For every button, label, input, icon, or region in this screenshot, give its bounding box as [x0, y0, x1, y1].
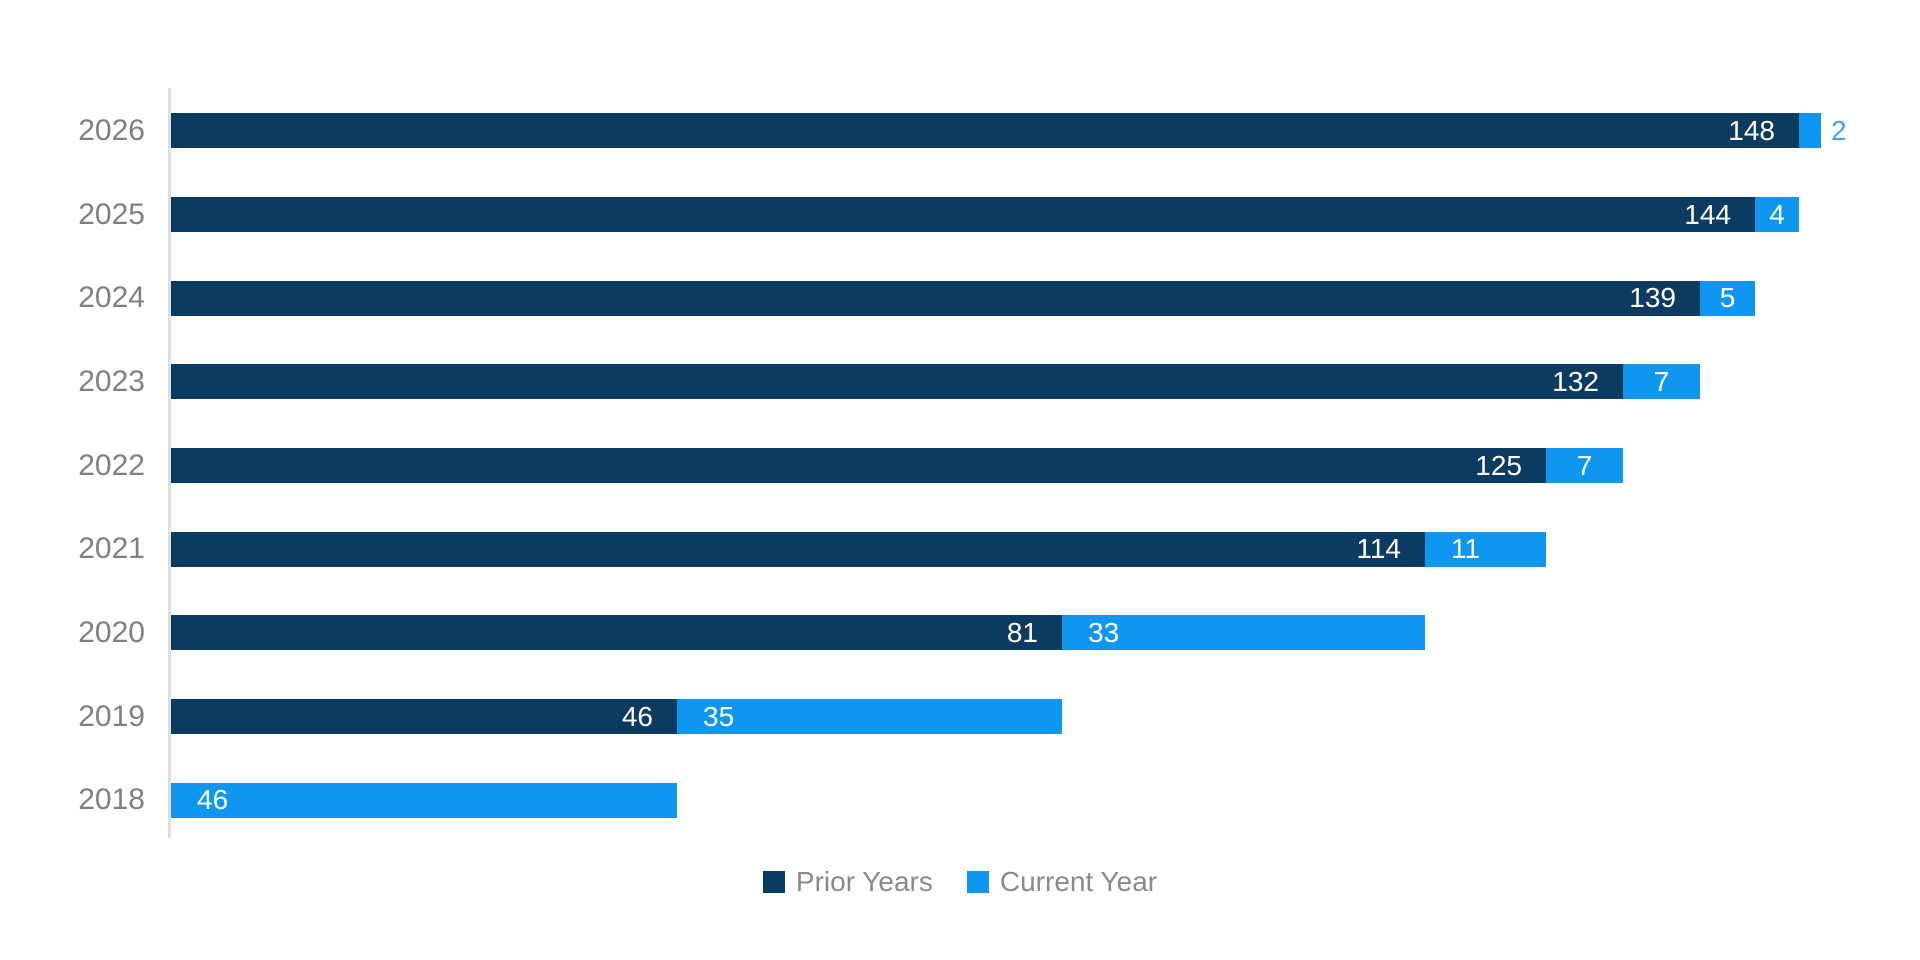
- prior-years-segment[interactable]: 132: [171, 364, 1623, 400]
- prior-years-value-label: 114: [1356, 533, 1401, 565]
- category-label: 2026: [78, 113, 145, 147]
- current-year-value-label-outside: 2: [1831, 114, 1847, 146]
- category-label: 2022: [78, 448, 145, 482]
- current-year-value-label: 7: [1653, 365, 1670, 397]
- prior-years-value-label: 125: [1475, 449, 1522, 481]
- bar-row: 2021 114 11: [0, 507, 1920, 591]
- current-year-value-label: 46: [197, 784, 229, 816]
- bar-track: 46: [171, 782, 1920, 818]
- bar-track: 125 7: [171, 448, 1920, 484]
- bar-track: 148 2: [171, 113, 1920, 149]
- prior-years-segment[interactable]: 125: [171, 448, 1546, 484]
- prior-years-value-label: 46: [621, 700, 653, 732]
- current-year-segment[interactable]: [1799, 113, 1821, 149]
- category-label: 2020: [78, 615, 145, 649]
- bar-track: 139 5: [171, 280, 1920, 316]
- bar-row: 2020 81 33: [0, 591, 1920, 675]
- current-year-segment[interactable]: 33: [1062, 615, 1425, 651]
- category-label: 2021: [78, 532, 145, 566]
- current-year-segment[interactable]: 7: [1623, 364, 1700, 400]
- prior-years-segment[interactable]: 144: [171, 197, 1755, 233]
- prior-years-value-label: 139: [1629, 282, 1676, 314]
- legend-item-current-year[interactable]: Current Year: [966, 866, 1158, 898]
- current-year-segment[interactable]: 46: [171, 782, 677, 818]
- category-label: 2025: [78, 197, 145, 231]
- current-year-segment[interactable]: 7: [1546, 448, 1623, 484]
- category-label: 2023: [78, 364, 145, 398]
- current-year-segment[interactable]: 5: [1700, 280, 1755, 316]
- prior-years-segment[interactable]: 114: [171, 531, 1425, 567]
- current-year-value-label: 4: [1769, 198, 1785, 230]
- prior-years-value-label: 81: [1006, 616, 1038, 648]
- prior-years-value-label: 148: [1728, 114, 1775, 146]
- bar-row: 2024 139 5: [0, 256, 1920, 340]
- category-label: 2024: [78, 281, 145, 315]
- legend: Prior Years Current Year: [0, 866, 1920, 898]
- bar-track: 144 4: [171, 197, 1920, 233]
- current-year-segment[interactable]: 11: [1425, 531, 1546, 567]
- current-year-value-label: 35: [703, 700, 735, 732]
- y-axis-line: [168, 88, 171, 838]
- prior-years-legend-label: Prior Years: [795, 866, 933, 897]
- legend-item-prior-years[interactable]: Prior Years: [762, 866, 933, 898]
- current-year-segment[interactable]: 35: [677, 699, 1062, 735]
- current-year-value-label: 7: [1576, 449, 1593, 481]
- bar-track: 132 7: [171, 364, 1920, 400]
- bar-track: 81 33: [171, 615, 1920, 651]
- bar-track: 46 35: [171, 699, 1920, 735]
- bar-row: 2018 46: [0, 759, 1920, 843]
- bar-rows: 2026 148 2 2025 144 4 2024 139 5 2023 132 7 2022 125 7…: [0, 89, 1920, 842]
- prior-years-value-label: 132: [1552, 365, 1599, 397]
- bar-row: 2026 148 2: [0, 89, 1920, 173]
- prior-years-swatch: [762, 871, 785, 893]
- current-year-value-label: 5: [1719, 282, 1736, 314]
- prior-years-segment[interactable]: 148: [171, 113, 1799, 149]
- category-label: 2018: [78, 783, 145, 817]
- prior-years-value-label: 144: [1684, 198, 1731, 230]
- current-year-segment[interactable]: 4: [1755, 197, 1799, 233]
- current-year-swatch: [966, 871, 989, 893]
- bar-row: 2025 144 4: [0, 173, 1920, 257]
- prior-years-segment[interactable]: 81: [171, 615, 1062, 651]
- prior-years-segment[interactable]: 46: [171, 699, 677, 735]
- prior-years-segment[interactable]: 139: [171, 280, 1700, 316]
- current-year-value-label: 33: [1088, 616, 1120, 648]
- current-year-value-label: 11: [1451, 533, 1481, 565]
- bar-row: 2023 132 7: [0, 340, 1920, 424]
- bar-track: 114 11: [171, 531, 1920, 567]
- bar-row: 2019 46 35: [0, 675, 1920, 759]
- current-year-legend-label: Current Year: [999, 866, 1158, 897]
- category-label: 2019: [78, 699, 145, 733]
- bar-row: 2022 125 7: [0, 424, 1920, 508]
